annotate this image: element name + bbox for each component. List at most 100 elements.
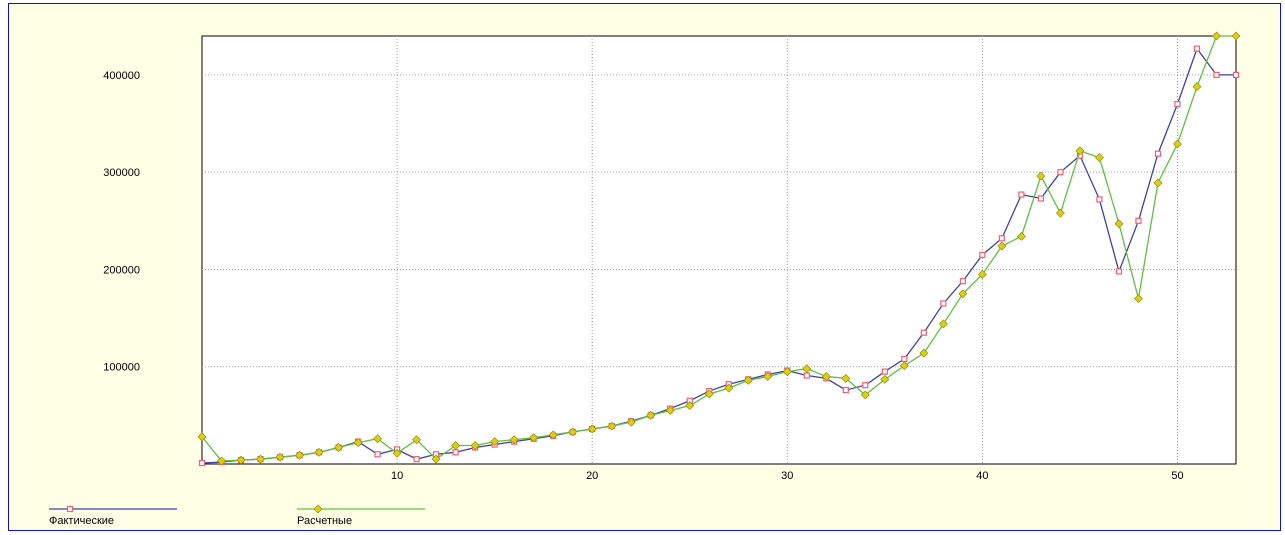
data-point [256, 454, 265, 464]
data-point [1174, 100, 1181, 108]
plot-area [201, 35, 1237, 465]
data-point [1114, 219, 1124, 229]
y-tick-label: 400000 [103, 70, 140, 82]
data-point [782, 367, 792, 377]
data-point [295, 450, 304, 460]
data-point [802, 364, 812, 374]
data-point [392, 448, 402, 458]
data-point [1231, 31, 1241, 41]
x-tick-label: 50 [1171, 470, 1183, 482]
data-point [1018, 191, 1025, 198]
line-chart: 100000 200000 300000 400000 10 20 30 40 50 Факт… [49, 31, 1241, 527]
data-point [1055, 208, 1065, 218]
y-tick-label: 300000 [103, 167, 140, 179]
data-point [607, 421, 617, 431]
data-point [470, 441, 480, 450]
data-point [1154, 150, 1162, 157]
legend-label: Расчетные [297, 515, 352, 527]
data-point [197, 432, 207, 442]
data-point [1036, 171, 1046, 181]
data-point [743, 375, 753, 385]
data-point [1134, 294, 1143, 304]
legend: Фактические Расчетные [49, 504, 425, 527]
chart-frame: 100000 200000 300000 400000 10 20 30 40 50 Факт… [8, 3, 1281, 531]
legend-marker [66, 505, 74, 513]
data-point [1213, 71, 1220, 79]
data-point [920, 329, 927, 336]
data-point [938, 319, 948, 329]
legend-item-2: Расчетные [297, 504, 425, 527]
data-point [998, 235, 1005, 242]
data-point [1096, 196, 1103, 203]
data-point [959, 278, 966, 285]
data-point [1075, 146, 1085, 156]
series-2 [197, 31, 1241, 466]
data-point [724, 383, 734, 393]
data-point [353, 438, 363, 448]
data-point [763, 372, 773, 381]
data-point [821, 372, 831, 381]
data-point [374, 451, 381, 458]
y-tick-label: 100000 [103, 362, 140, 374]
data-point [334, 443, 343, 452]
legend-item-1: Фактические [49, 505, 177, 527]
data-point [940, 300, 947, 307]
data-point [704, 389, 714, 399]
data-point [1153, 178, 1163, 188]
data-point [490, 437, 500, 447]
data-point [665, 406, 675, 415]
data-point [587, 424, 597, 434]
data-point [685, 401, 695, 411]
x-tick-label: 30 [781, 470, 793, 482]
data-point [412, 435, 422, 445]
data-point [860, 390, 870, 400]
data-point [919, 348, 929, 358]
data-point [314, 447, 324, 457]
y-axis-tick-labels: 100000 200000 300000 400000 [103, 70, 140, 374]
grid-lines [202, 36, 1236, 464]
data-point [1037, 195, 1045, 202]
data-point [842, 386, 849, 394]
data-point [1192, 82, 1202, 92]
data-point [1095, 153, 1104, 163]
data-point [979, 251, 986, 258]
data-point [1193, 45, 1201, 52]
data-point [198, 459, 206, 467]
x-axis-tick-labels: 10 20 30 40 50 [391, 470, 1184, 482]
data-point [1135, 217, 1142, 224]
data-point [452, 449, 459, 456]
data-point [1016, 231, 1026, 241]
data-point [236, 455, 246, 465]
y-tick-label: 200000 [103, 264, 140, 276]
data-point [626, 417, 636, 427]
data-point [646, 410, 656, 420]
data-point [997, 241, 1007, 251]
data-point [862, 382, 869, 389]
data-point [803, 372, 810, 379]
series-group [197, 31, 1241, 467]
data-point [451, 441, 461, 450]
x-tick-label: 40 [976, 470, 988, 482]
series-line [201, 47, 1236, 464]
data-point [1115, 268, 1123, 275]
data-point [881, 368, 888, 375]
data-point [529, 433, 539, 443]
x-tick-label: 10 [391, 470, 403, 482]
data-point [958, 289, 968, 299]
data-point [217, 456, 226, 466]
x-tick-label: 20 [586, 470, 598, 482]
data-point [509, 435, 519, 445]
data-point [977, 269, 987, 279]
data-point [275, 452, 285, 462]
data-point [1173, 139, 1182, 149]
data-point [899, 361, 909, 371]
data-point [373, 434, 383, 444]
data-point [880, 374, 890, 384]
data-point [1057, 169, 1064, 176]
data-point [841, 373, 851, 383]
legend-label: Фактические [49, 515, 114, 527]
data-point [901, 355, 908, 363]
data-point [548, 430, 558, 440]
data-point [1212, 31, 1221, 41]
legend-marker [313, 504, 323, 514]
